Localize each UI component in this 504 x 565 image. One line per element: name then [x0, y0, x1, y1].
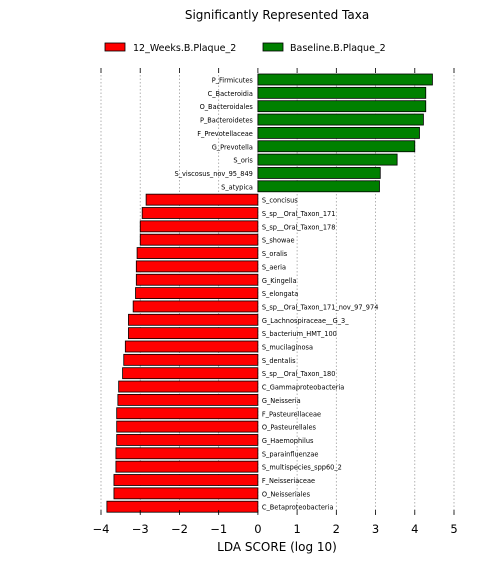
legend-label-12-weeks: 12_Weeks.B.Plaque_2	[133, 43, 236, 54]
x-tick-label: 5	[450, 522, 457, 536]
bar-O_Pasteurellales	[116, 420, 259, 433]
bar-label-S_viscosus_nov_95_849: S_viscosus_nov_95_849	[175, 170, 253, 178]
bar-S_elongata	[135, 287, 259, 300]
bar-label-C_Bacteroidia: C_Bacteroidia	[208, 90, 253, 98]
bar-S_mucilaginosa	[124, 340, 259, 353]
bar-S_sp__Oral_Taxon_178	[139, 220, 259, 233]
bar-label-O_Pasteurellales: O_Pasteurellales	[262, 424, 317, 432]
bar-P_Bacteroidetes	[257, 113, 424, 126]
bar-label-S_aeria: S_aeria	[262, 263, 286, 271]
bar-label-F_Pasteurellaceae: F_Pasteurellaceae	[262, 410, 321, 418]
x-tick-label: −2	[171, 522, 188, 536]
bar-label-G_Haemophilus: G_Haemophilus	[262, 437, 314, 445]
bar-labels: P_Firmicutes C_Bacteroidia O_Bacteroidales…	[175, 77, 379, 512]
x-tick-label: 2	[333, 522, 340, 536]
bar-label-S_mucilaginosa: S_mucilaginosa	[262, 344, 313, 352]
bar-S_oris	[257, 153, 398, 166]
legend: 12_Weeks.B.Plaque_2 Baseline.B.Plaque_2	[104, 42, 386, 54]
x-tick-label: 0	[254, 522, 261, 536]
bar-S_multispecies_spp60_2	[115, 460, 259, 473]
bar-S_aeria	[135, 260, 259, 273]
bar-label-S_sp__Oral_Taxon_180: S_sp__Oral_Taxon_180	[262, 370, 336, 378]
legend-label-baseline: Baseline.B.Plaque_2	[290, 43, 386, 54]
bar-label-S_sp__Oral_Taxon_178: S_sp__Oral_Taxon_178	[262, 223, 336, 231]
bar-P_Firmicutes	[257, 73, 433, 86]
x-axis-title: LDA SCORE (log 10)	[217, 540, 337, 554]
bar-C_Gammaproteobacteria	[118, 380, 259, 393]
bar-label-S_dentalis: S_dentalis	[262, 357, 296, 365]
bar-G_Kingella	[135, 273, 259, 286]
bar-label-O_Neisseriales: O_Neisseriales	[262, 490, 311, 498]
bar-S_sp__Oral_Taxon_171_nov_97_974	[132, 300, 259, 313]
bar-G_Prevotella	[257, 140, 416, 153]
bar-label-S_oris: S_oris	[233, 157, 253, 165]
bar-F_Neisseriaceae	[113, 474, 259, 486]
x-tick-label: −1	[210, 522, 227, 536]
bar-label-O_Bacteroidales: O_Bacteroidales	[200, 103, 254, 111]
bar-label-S_sp__Oral_Taxon_171: S_sp__Oral_Taxon_171	[262, 210, 336, 218]
bar-label-G_Kingella: G_Kingella	[262, 277, 297, 285]
bar-label-P_Firmicutes: P_Firmicutes	[212, 77, 254, 85]
x-tick-label: 1	[293, 522, 300, 536]
bar-label-S_sp__Oral_Taxon_171_nov_97_974: S_sp__Oral_Taxon_171_nov_97_974	[262, 303, 379, 311]
legend-swatch-baseline	[262, 42, 284, 52]
bar-label-P_Bacteroidetes: P_Bacteroidetes	[200, 117, 253, 125]
x-tick-label: 3	[372, 522, 379, 536]
bar-label-G_Neisseria: G_Neisseria	[262, 397, 301, 405]
bar-S_bacterium_HMT_100	[128, 327, 259, 340]
bar-G_Lachnospiraceae__G_3_	[128, 313, 259, 326]
bar-C_Betaproteobacteria	[106, 500, 259, 513]
bar-label-G_Prevotella: G_Prevotella	[212, 143, 253, 151]
bar-S_sp__Oral_Taxon_180	[122, 367, 259, 380]
x-tick-label: −4	[93, 522, 110, 536]
bar-label-C_Gammaproteobacteria: C_Gammaproteobacteria	[262, 384, 344, 392]
x-tick-label: −3	[132, 522, 149, 536]
x-axis-ticks: −4 −3 −2 −1 0 1 2 3 4 5	[93, 68, 458, 536]
bar-S_showae	[139, 233, 259, 246]
bar-S_viscosus_nov_95_849	[257, 167, 381, 179]
bar-label-S_bacterium_HMT_100: S_bacterium_HMT_100	[262, 330, 337, 338]
bar-S_parainfluenzae	[115, 447, 259, 460]
bar-label-S_parainfluenzae: S_parainfluenzae	[262, 450, 319, 458]
bar-C_Bacteroidia	[257, 86, 427, 99]
bar-label-S_concisus: S_concisus	[262, 197, 298, 205]
bar-label-C_Betaproteobacteria: C_Betaproteobacteria	[262, 504, 334, 512]
chart-title: Significantly Represented Taxa	[185, 8, 369, 22]
bar-F_Prevotellaceae	[257, 127, 420, 139]
bar-S_concisus	[145, 193, 259, 206]
x-tick-label: 4	[411, 522, 418, 536]
bar-S_sp__Oral_Taxon_171	[141, 207, 259, 219]
bar-G_Haemophilus	[116, 434, 259, 446]
bar-label-F_Prevotellaceae: F_Prevotellaceae	[197, 130, 253, 138]
bar-label-G_Lachnospiraceae__G_3_: G_Lachnospiraceae__G_3_	[262, 317, 349, 325]
bar-label-S_showae: S_showae	[262, 237, 295, 245]
bar-label-S_atypica: S_atypica	[221, 183, 253, 191]
bar-S_dentalis	[123, 353, 259, 366]
bar-label-S_oralis: S_oralis	[262, 250, 288, 258]
bar-label-S_multispecies_spp60_2: S_multispecies_spp60_2	[262, 464, 342, 472]
bar-F_Pasteurellaceae	[116, 407, 259, 420]
bars	[106, 73, 433, 513]
bar-label-F_Neisseriaceae: F_Neisseriaceae	[262, 477, 315, 485]
legend-swatch-12-weeks	[104, 42, 126, 52]
bar-O_Bacteroidales	[257, 100, 427, 113]
bar-G_Neisseria	[117, 393, 259, 406]
bar-label-S_elongata: S_elongata	[262, 290, 298, 298]
bar-O_Neisseriales	[113, 487, 259, 500]
bar-S_oralis	[136, 247, 259, 259]
bar-S_atypica	[257, 180, 380, 193]
